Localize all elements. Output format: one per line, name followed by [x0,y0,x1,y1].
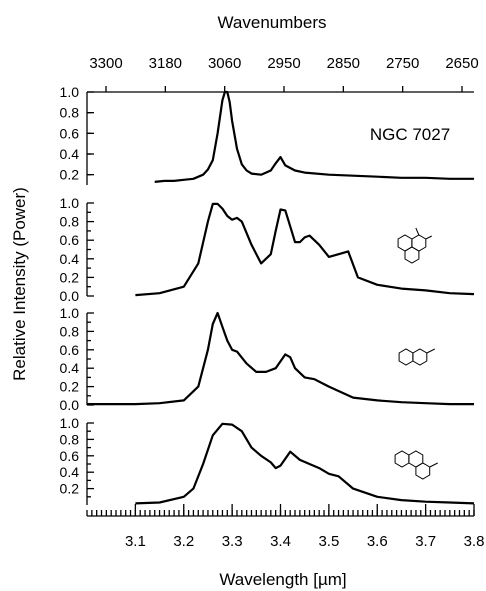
panel-1: 1.0 0.8 0.6 0.4 0.2 NGC 7027 [60,84,474,185]
panel-y-tick-label: 0.8 [60,105,80,121]
panel-y-tick-label: 0.4 [60,251,80,267]
ring [398,348,414,366]
panel-y-tick-label: 0.8 [60,431,80,447]
spectrum-trace [87,311,474,406]
ring [415,462,431,480]
top-axis-ticks: 3300 3180 3060 2950 2850 2750 2650 [87,55,479,93]
top-tick-label: 2750 [386,55,419,72]
panel-y-tick-label: 0.2 [60,269,80,285]
panel-y-tick-label: 0.2 [60,379,80,395]
spectrum-trace [154,90,474,183]
methylnaphthalene-structure [398,348,436,366]
bottom-tick-label: 3.1 [125,533,146,550]
panel-y-tick-label: 1.0 [60,415,80,431]
bottom-tick-label: 3.6 [367,533,388,550]
dihydrophenanthrene-structure [397,227,433,264]
panel-y-tick-label: 0.2 [60,481,80,497]
panel-y-tick-label: 0.8 [60,323,80,339]
panel-y-tick-label: 0.4 [60,146,80,162]
spectrum-trace [135,422,475,505]
h-bond [425,235,433,240]
panel-y-tick-label: 0.4 [60,464,80,480]
panel-y-tick-label: 1.0 [60,305,80,321]
panel-y-tick-label: 0.8 [60,214,80,230]
methyl-bond [429,462,438,468]
top-tick-label: 2850 [327,55,360,72]
top-tick-label: 3300 [89,55,122,72]
methyl-bond [426,348,436,354]
panel-y-tick-label: 0.0 [60,288,80,304]
panel-4: 1.00.80.60.40.2 [60,415,475,505]
top-tick-label: 3060 [208,55,241,72]
panel-2: 1.0 0.8 0.6 0.4 0.2 0.0 [60,195,475,304]
panel-y-tick-label: 0.6 [60,125,80,141]
methylphenanthrene-structure [394,450,438,480]
h-bond [415,227,420,236]
bottom-tick-label: 3.2 [173,533,194,550]
panel-y-tick-label: 0.6 [60,448,80,464]
panel-y-tick-label: 0.6 [60,232,80,248]
ring [404,246,420,264]
bottom-tick-label: 3.7 [415,533,436,550]
panel-3: 1.0 0.8 0.6 0.4 0.2 0.0 [60,305,474,413]
top-tick-label: 2650 [445,55,478,72]
panel-y-tick-label: 0.6 [60,342,80,358]
ring [412,348,428,366]
bottom-tick-label: 3.8 [464,533,485,550]
spectrum-trace [135,202,475,297]
panel-y-tick-label: 0.4 [60,360,80,376]
panel-y-tick-label: 1.0 [60,195,80,211]
top-tick-label: 2950 [267,55,300,72]
bottom-tick-label: 3.3 [222,533,243,550]
y-axis-title: Relative Intensity (Power) [10,187,29,381]
bottom-tick-label: 3.5 [318,533,339,550]
bottom-tick-label: 3.4 [270,533,291,550]
ring [394,450,410,468]
top-tick-label: 3180 [149,55,182,72]
panel-label: NGC 7027 [370,125,450,144]
bottom-axis: 3.1 3.2 3.3 3.4 3.5 3.6 3.7 3.8 [86,504,485,550]
panel-y-tick-label: 1.0 [60,84,80,100]
panel-y-tick-label: 0.2 [60,167,80,183]
bottom-axis-title: Wavelength [µm] [219,570,346,589]
panel-y-tick-label: 0.0 [60,397,80,413]
top-axis-title: Wavenumbers [218,13,327,32]
